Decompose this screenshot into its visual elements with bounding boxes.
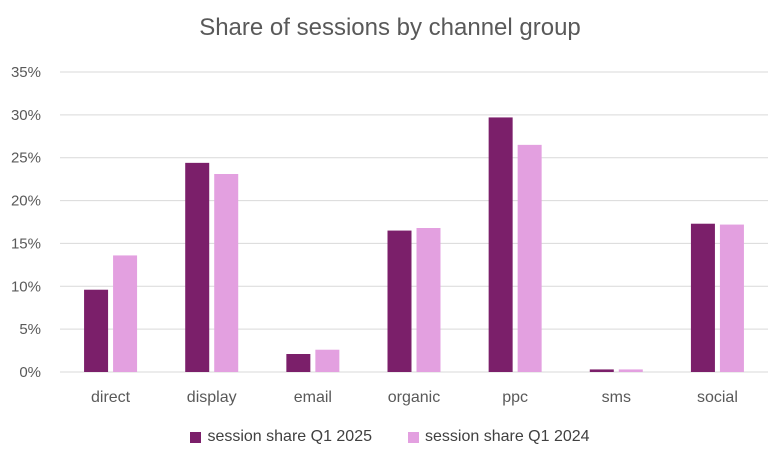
legend-label-series-2: session share Q1 2024 <box>425 428 590 445</box>
bar <box>286 354 311 372</box>
legend-swatch-series-2 <box>408 431 419 443</box>
bar <box>185 162 210 372</box>
legend-item-series-2: session share Q1 2024 <box>408 428 590 446</box>
x-tick-label: ppc <box>502 389 528 406</box>
y-tick-label: 10% <box>11 278 41 295</box>
bar <box>589 369 614 372</box>
x-tick-label: direct <box>91 389 131 406</box>
legend-label-series-1: session share Q1 2025 <box>207 428 372 445</box>
x-tick-label: display <box>187 389 237 406</box>
y-tick-label: 25% <box>11 150 41 167</box>
y-tick-label: 5% <box>19 321 41 338</box>
bar <box>315 349 340 372</box>
legend-swatch-series-1 <box>190 431 202 443</box>
bar <box>618 369 643 372</box>
x-tick-label: organic <box>388 389 440 406</box>
x-tick-label: social <box>697 389 738 406</box>
y-tick-label: 30% <box>11 107 41 124</box>
legend: session share Q1 2025 session share Q1 2… <box>0 428 780 446</box>
y-tick-label: 15% <box>11 235 41 252</box>
legend-item-series-1: session share Q1 2025 <box>190 428 372 446</box>
x-tick-label: sms <box>602 389 631 406</box>
bar <box>488 117 513 372</box>
bar <box>214 174 239 372</box>
chart-title: Share of sessions by channel group <box>199 14 581 41</box>
bar <box>113 255 138 372</box>
bar <box>690 223 715 372</box>
y-tick-label: 35% <box>11 64 41 81</box>
bar <box>387 230 412 372</box>
bar <box>84 289 109 372</box>
bar <box>719 224 744 372</box>
y-tick-label: 20% <box>11 193 41 210</box>
bar <box>517 144 542 372</box>
bar <box>416 228 441 372</box>
x-tick-label: email <box>294 389 332 406</box>
y-tick-label: 0% <box>19 364 41 381</box>
